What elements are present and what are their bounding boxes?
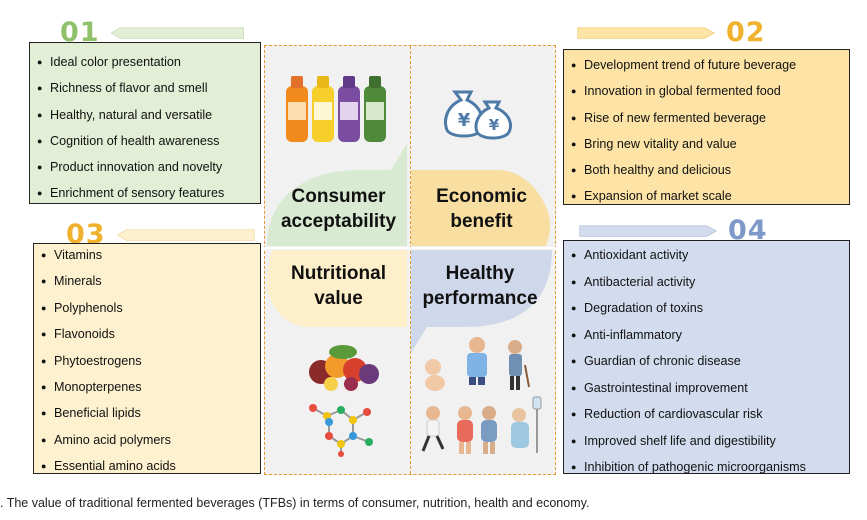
list-item: Product innovation and novelty	[36, 161, 224, 175]
list-item: Inhibition of pathogenic microorganisms	[570, 461, 806, 475]
list-item: Monopterpenes	[40, 380, 176, 394]
list-item: Rise of new fermented beverage	[570, 111, 796, 125]
arrow-bar-left-icon	[116, 228, 255, 241]
money-bags-icon: ¥ ¥	[444, 90, 512, 140]
list-item: Innovation in global fermented food	[570, 85, 796, 99]
list-item: Degradation of toxins	[570, 302, 806, 316]
list-item: Antibacterial activity	[570, 275, 806, 289]
header-01: 01	[60, 17, 255, 48]
economic-features-list: Development trend of future beverage Inn…	[570, 59, 796, 217]
figure-caption: . The value of traditional fermented bev…	[0, 496, 590, 510]
health-features-box: Antioxidant activity Antibacterial activ…	[563, 240, 850, 474]
center-divider	[410, 46, 411, 474]
consumer-quadrant-shape	[267, 143, 407, 246]
consumer-features-box: Ideal color presentation Richness of fla…	[29, 42, 261, 204]
economic-quadrant-shape	[411, 170, 550, 246]
list-item: Polyphenols	[40, 301, 176, 315]
nutrition-quadrant-shape	[267, 250, 407, 327]
healthy-performance-label: Healthy performance	[422, 263, 538, 309]
header-02: 02	[566, 17, 766, 48]
value-quadrants	[264, 143, 556, 353]
list-item: Richness of flavor and smell	[36, 82, 224, 96]
list-item: Gastrointestinal improvement	[570, 381, 806, 395]
list-item: Healthy, natural and versatile	[36, 108, 224, 122]
health-quadrant-shape	[411, 250, 552, 353]
header-02-number: 02	[726, 17, 766, 48]
list-item: Anti-inflammatory	[570, 328, 806, 342]
nutritional-value-label: Nutritional value	[291, 263, 386, 309]
fruit-pile-icon	[309, 345, 379, 391]
list-item: Vitamins	[40, 249, 176, 263]
people-group-icon	[421, 337, 542, 454]
list-item: Flavonoids	[40, 328, 176, 342]
list-item: Guardian of chronic disease	[570, 355, 806, 369]
list-item: Development trend of future beverage	[570, 59, 796, 73]
consumer-acceptability-label: Consumer acceptability	[280, 186, 397, 232]
list-item: Amino acid polymers	[40, 433, 176, 447]
list-item: Bring new vitality and value	[570, 137, 796, 151]
list-item: Cognition of health awareness	[36, 134, 224, 148]
list-item: Antioxidant activity	[570, 249, 806, 263]
health-features-list: Antioxidant activity Antibacterial activ…	[570, 249, 806, 488]
list-item: Phytoestrogens	[40, 354, 176, 368]
list-item: Both healthy and delicious	[570, 164, 796, 178]
list-item: Improved shelf life and digestibility	[570, 434, 806, 448]
molecule-icon	[309, 404, 373, 457]
list-item: Beneficial lipids	[40, 407, 176, 421]
list-item: Reduction of cardiovascular risk	[570, 408, 806, 422]
list-item: Enrichment of sensory features	[36, 187, 224, 201]
beverage-bottles-icon	[286, 76, 386, 142]
list-item: Ideal color presentation	[36, 56, 224, 70]
nutrition-features-box: Vitamins Minerals Polyphenols Flavonoids…	[33, 243, 261, 474]
economic-features-box: Development trend of future beverage Inn…	[563, 49, 850, 205]
list-item: Minerals	[40, 275, 176, 289]
svg-text:¥: ¥	[458, 110, 471, 131]
arrow-bar-right-icon	[579, 224, 718, 237]
arrow-bar-left-icon	[110, 26, 244, 39]
consumer-features-list: Ideal color presentation Richness of fla…	[36, 56, 224, 214]
list-item: Essential amino acids	[40, 460, 176, 474]
list-item: Expansion of market scale	[570, 190, 796, 204]
svg-text:¥: ¥	[489, 116, 500, 134]
arrow-bar-right-icon	[577, 26, 716, 39]
nutrition-features-list: Vitamins Minerals Polyphenols Flavonoids…	[40, 249, 176, 487]
economic-benefit-label: Economic benefit	[436, 186, 527, 232]
